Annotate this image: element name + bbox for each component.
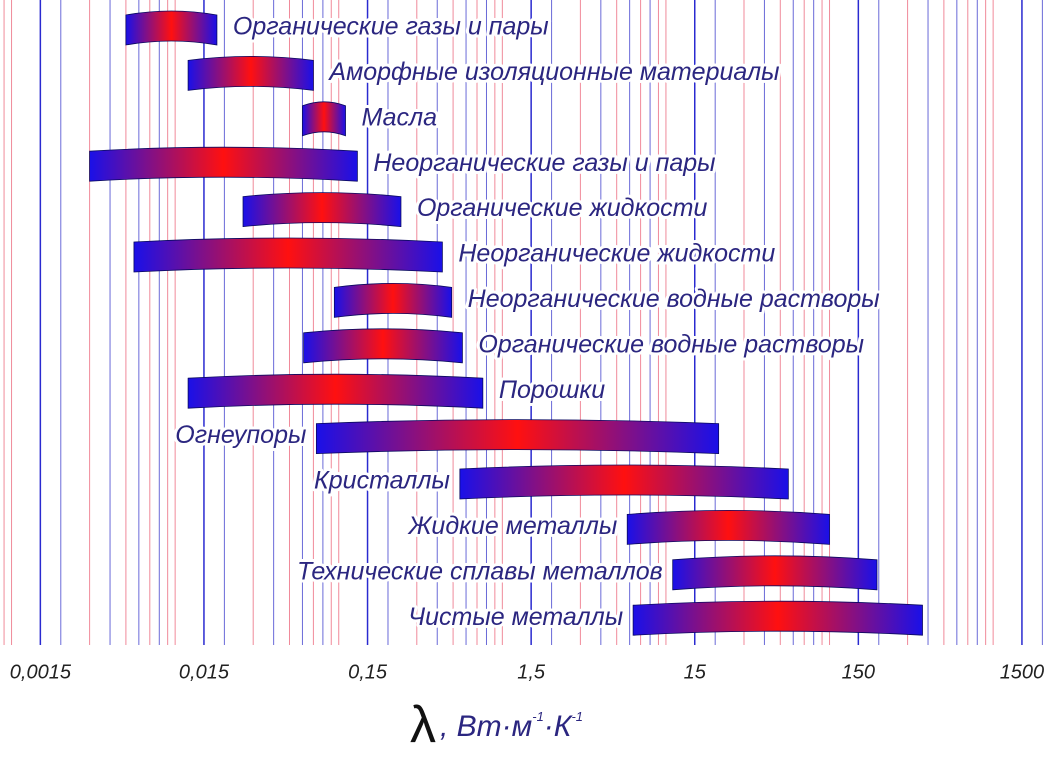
x-tick-label: 0,0015 bbox=[10, 661, 72, 683]
range-bar bbox=[187, 373, 484, 409]
x-tick-label: 15 bbox=[684, 661, 707, 683]
bar-label: Технические сплавы металлов bbox=[297, 557, 663, 585]
range-bar bbox=[302, 101, 346, 137]
bar-label: Огнеупоры bbox=[175, 421, 306, 449]
bar-label: Неорганические жидкости bbox=[458, 240, 775, 268]
bar-label: Масла bbox=[362, 103, 438, 131]
range-bar bbox=[89, 146, 358, 182]
range-bar bbox=[133, 237, 443, 273]
range-bar bbox=[125, 10, 218, 46]
range-bar bbox=[459, 464, 789, 500]
bar-label: Порошки bbox=[499, 376, 605, 404]
bar-label: Неорганические водные растворы bbox=[468, 285, 880, 313]
bar-label: Жидкие металлы bbox=[406, 512, 617, 540]
x-tick-label: 0,015 bbox=[179, 661, 230, 683]
bar-label: Органические газы и пары bbox=[233, 13, 549, 41]
bar-label: Органические водные растворы bbox=[478, 330, 864, 358]
range-bar bbox=[187, 56, 314, 91]
range-bar bbox=[303, 328, 463, 364]
bar-label: Аморфные изоляционные материалы bbox=[327, 58, 779, 86]
range-bar bbox=[632, 600, 923, 636]
range-bar bbox=[242, 192, 402, 228]
bar-label: Неорганические газы и пары bbox=[373, 149, 715, 177]
x-tick-label: 1,5 bbox=[517, 661, 546, 683]
bar-label: Кристаллы bbox=[314, 467, 450, 495]
bar-label: Органические жидкости bbox=[417, 194, 708, 222]
bar-label: Чистые металлы bbox=[408, 603, 623, 631]
x-tick-label: 150 bbox=[842, 661, 875, 683]
range-bar bbox=[626, 510, 830, 545]
x-tick-label: 0,15 bbox=[348, 661, 388, 683]
range-bar bbox=[333, 283, 453, 318]
range-bar bbox=[672, 555, 878, 591]
x-axis-title: λ, Вт·м-1·К-1 bbox=[410, 696, 583, 754]
range-bar bbox=[315, 419, 720, 455]
x-tick-label: 1500 bbox=[1000, 661, 1045, 683]
